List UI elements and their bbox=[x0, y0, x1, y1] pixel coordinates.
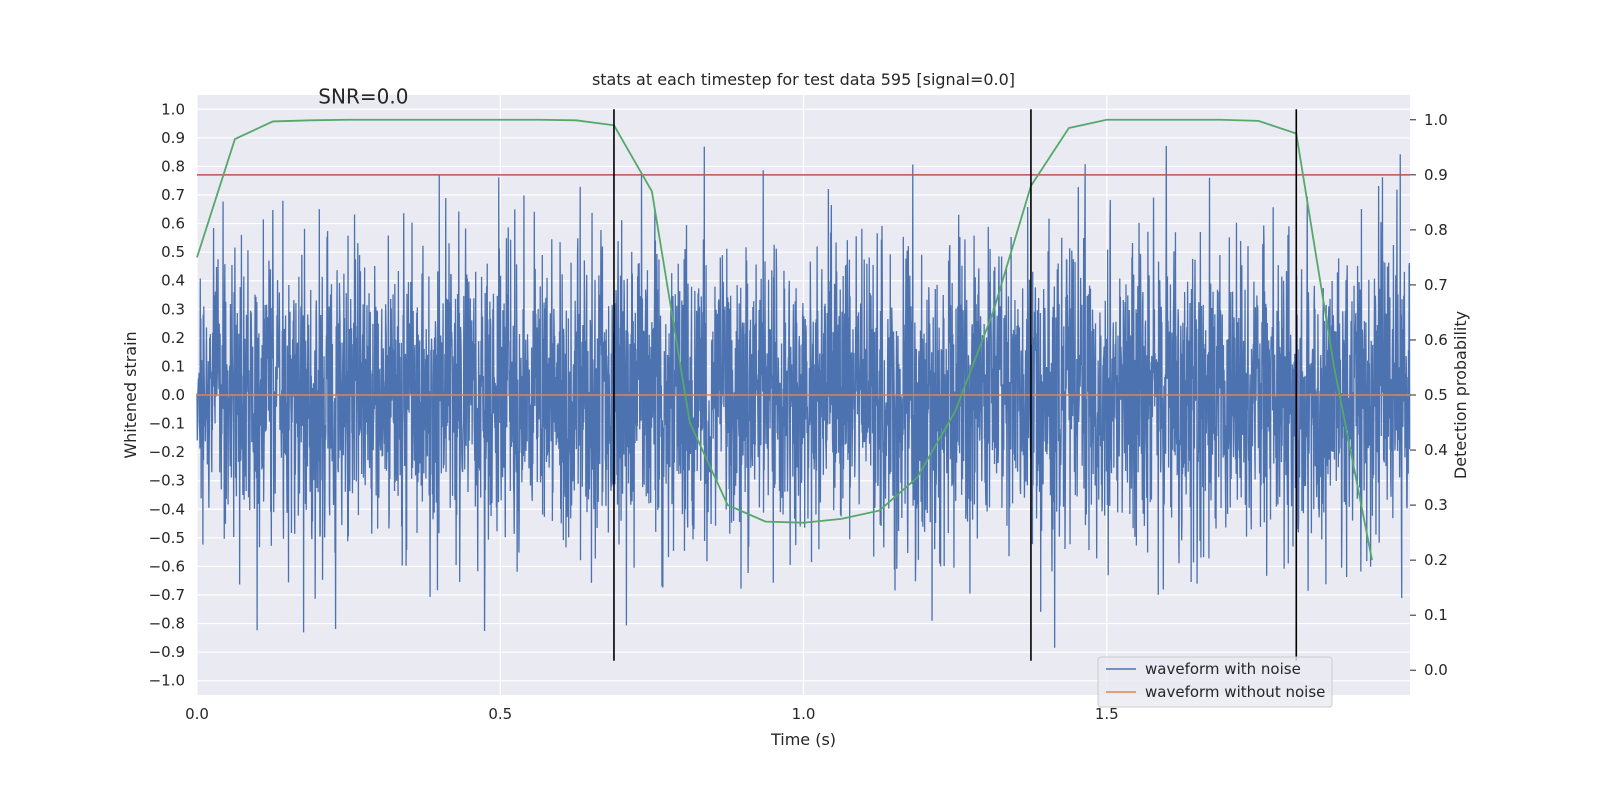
y-tick-label: −1.0 bbox=[149, 672, 185, 690]
y-tick-label: 0.3 bbox=[161, 300, 185, 318]
legend-label-noisy: waveform with noise bbox=[1145, 660, 1301, 678]
y-tick-label: 0.6 bbox=[161, 215, 185, 233]
x-tick-label: 0.0 bbox=[185, 705, 209, 723]
legend-box bbox=[1097, 656, 1333, 708]
y-tick-label: 0.4 bbox=[161, 272, 185, 290]
x-tick-label: 1.5 bbox=[1095, 705, 1119, 723]
y2-tick-label: 1.0 bbox=[1424, 111, 1448, 129]
y2-axis-label: Detection probability bbox=[1451, 311, 1470, 479]
y-tick-label: 0.9 bbox=[161, 129, 185, 147]
x-tick-label: 0.5 bbox=[488, 705, 512, 723]
y-tick-label: −0.6 bbox=[149, 557, 185, 575]
y-tick-label: −0.4 bbox=[149, 500, 185, 518]
y2-tick-label: 0.9 bbox=[1424, 166, 1448, 184]
detection-probability-line bbox=[196, 118, 1373, 561]
axes: 0.0 0.5 1.0 1.5 −1.0 −0.9 −0.8 −0.7 −0.6 −0.5 −0.4… bbox=[149, 100, 1448, 723]
noisy-waveform-series bbox=[196, 145, 1411, 648]
overlay-lines bbox=[196, 109, 1410, 661]
y2-tick-label: 0.4 bbox=[1424, 441, 1448, 459]
y-tick-label: 0.8 bbox=[161, 157, 185, 175]
y2-tick-label: 0.7 bbox=[1424, 276, 1448, 294]
y-tick-label: −0.8 bbox=[149, 615, 185, 633]
y2-tick-label: 0.6 bbox=[1424, 331, 1448, 349]
snr-annotation: SNR=0.0 bbox=[318, 85, 408, 109]
y2-tick-label: 0.1 bbox=[1424, 606, 1448, 624]
legend-label-clean: waveform without noise bbox=[1145, 683, 1325, 701]
y-tick-label: −0.5 bbox=[149, 529, 185, 547]
y-tick-label: 0.0 bbox=[161, 386, 185, 404]
y2-tick-label: 0.3 bbox=[1424, 496, 1448, 514]
y2-tick-label: 0.2 bbox=[1424, 551, 1448, 569]
legend: waveform with noise waveform without noi… bbox=[1097, 656, 1333, 708]
y-tick-label: −0.3 bbox=[149, 472, 185, 490]
y2-tick-label: 0.5 bbox=[1424, 386, 1448, 404]
y-tick-label: −0.2 bbox=[149, 443, 185, 461]
y-tick-label: 0.2 bbox=[161, 329, 185, 347]
y-tick-label: 1.0 bbox=[161, 100, 185, 118]
y-tick-label: 0.5 bbox=[161, 243, 185, 261]
y-tick-label: −0.7 bbox=[149, 586, 185, 604]
y-tick-label: −0.1 bbox=[149, 415, 185, 433]
x-tick-label: 1.0 bbox=[792, 705, 816, 723]
chart-title: stats at each timestep for test data 595… bbox=[592, 70, 1015, 89]
y-axis-label: Whitened strain bbox=[121, 331, 140, 458]
y-tick-label: 0.7 bbox=[161, 186, 185, 204]
y-tick-label: −0.9 bbox=[149, 643, 185, 661]
noisy-waveform-line bbox=[196, 145, 1411, 648]
x-axis-label: Time (s) bbox=[770, 730, 836, 749]
y2-tick-label: 0.0 bbox=[1424, 661, 1448, 679]
y-tick-label: 0.1 bbox=[161, 357, 185, 375]
y2-tick-label: 0.8 bbox=[1424, 221, 1448, 239]
